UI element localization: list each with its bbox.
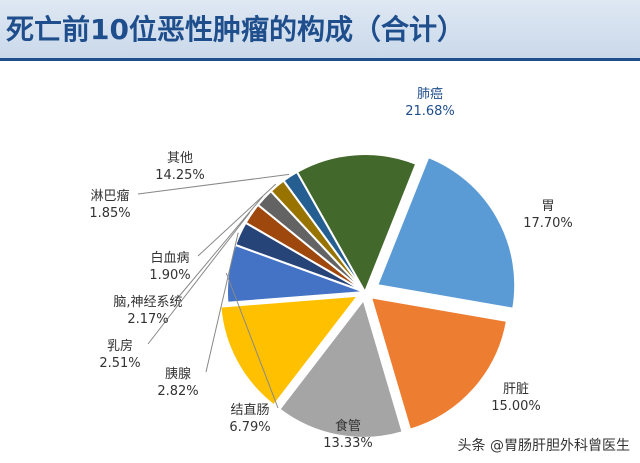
slice-value-label: 2.51%	[99, 356, 140, 371]
slice-value-label: 2.82%	[157, 384, 198, 399]
watermark-text: 头条 @胃肠肝胆外科曾医生	[457, 438, 630, 454]
pie-slice	[369, 296, 509, 431]
pie-slice	[375, 155, 517, 310]
leader-line	[147, 212, 251, 345]
leader-line	[175, 196, 264, 301]
slice-value-label: 1.90%	[149, 268, 190, 283]
slice-value-label: 2.17%	[127, 312, 168, 327]
leader-line	[197, 183, 277, 257]
slice-value-label: 14.25%	[155, 168, 205, 183]
title-bar	[0, 0, 640, 60]
slice-label: 白血病	[150, 250, 189, 266]
slice-value-label: 15.00%	[491, 399, 541, 414]
chart-title: 死亡前10位恶性肿瘤的构成（合计）	[6, 13, 465, 46]
slice-label: 食管	[335, 418, 361, 434]
leader-line	[225, 272, 279, 409]
slice-label: 胃	[541, 199, 554, 214]
slice-label: 结直肠	[230, 403, 269, 418]
pie-slice	[295, 153, 418, 295]
title-underline	[0, 58, 640, 61]
slice-value-label: 1.85%	[89, 206, 130, 221]
slice-value-label: 6.79%	[229, 420, 270, 435]
slice-label: 乳房	[107, 338, 133, 354]
slice-value-label: 17.70%	[523, 216, 573, 231]
slice-value-label: 13.33%	[323, 436, 373, 451]
pie-slice	[278, 297, 404, 439]
leader-line	[137, 173, 290, 195]
slice-label: 胰腺	[165, 367, 191, 382]
pie-slice	[219, 294, 361, 407]
slice-label: 肝脏	[503, 382, 529, 397]
slice-label: 其他	[167, 151, 193, 166]
slice-label: 脑,神经系统	[113, 295, 182, 310]
slice-label: 肺癌	[417, 86, 443, 102]
slice-value-label: 21.68%	[405, 104, 455, 119]
slice-label: 淋巴瘤	[90, 188, 129, 204]
leader-line	[205, 232, 239, 373]
